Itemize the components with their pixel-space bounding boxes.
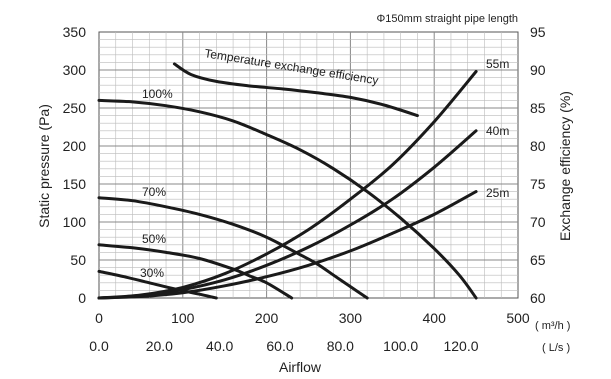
x-primary-tick-label: 100 (171, 310, 195, 326)
series-label-40m: 40m (486, 124, 509, 138)
x-secondary-tick-label: 20.0 (146, 338, 173, 354)
series-line-temperature-exchange-efficiency (172, 62, 419, 118)
series-label-25m: 25m (486, 186, 509, 200)
y-left-tick-label: 100 (63, 214, 87, 230)
pipe-length-note: Φ150mm straight pipe length (377, 13, 518, 25)
x-primary-unit: ( m³/h ) (535, 320, 570, 332)
series-label-30pct: 30% (140, 266, 164, 280)
y-left-tick-label: 250 (63, 100, 87, 116)
x-primary-tick-label: 200 (255, 310, 279, 326)
x-secondary-unit: ( L/s ) (542, 342, 570, 354)
x-secondary-tick-label: 40.0 (206, 338, 233, 354)
x-primary-tick-label: 500 (506, 310, 530, 326)
series-line-30pct (97, 269, 218, 300)
series-line-40m (97, 129, 478, 300)
series-line-50pct (97, 243, 294, 300)
x-primary-tick-label: 0 (95, 310, 103, 326)
y-left-tick-label: 150 (63, 176, 87, 192)
y-left-tick-label: 300 (63, 62, 87, 78)
x-primary-tick-label: 400 (423, 310, 447, 326)
y-right-tick-label: 65 (530, 252, 546, 268)
y-left-tick-label: 50 (70, 252, 86, 268)
y-left-tick-label: 350 (63, 24, 87, 40)
series-label-55m: 55m (486, 57, 509, 71)
series-label-50pct: 50% (142, 232, 166, 246)
x-secondary-tick-label: 80.0 (327, 338, 354, 354)
ticks: 0 50 100 150 200 250 300 350 60 65 70 75 80 85 90 95 0 10… (63, 24, 546, 354)
series-line-70pct (97, 196, 369, 300)
series-label-temperature-exchange-efficiency: Temperature exchange efficiency (204, 46, 380, 87)
series-label-100pct: 100% (142, 87, 173, 101)
y-left-axis-title: Static pressure (Pa) (36, 104, 52, 228)
series-line-25m (97, 190, 478, 300)
y-left-tick-label: 200 (63, 138, 87, 154)
y-right-tick-label: 70 (530, 214, 546, 230)
x-secondary-tick-label: 100.0 (383, 338, 418, 354)
y-right-tick-label: 60 (530, 290, 546, 306)
y-right-tick-label: 90 (530, 62, 546, 78)
y-right-tick-label: 95 (530, 24, 546, 40)
x-primary-tick-label: 300 (339, 310, 363, 326)
y-left-tick-label: 0 (78, 290, 86, 306)
series-label-70pct: 70% (142, 185, 166, 199)
y-right-tick-label: 80 (530, 138, 546, 154)
x-secondary-tick-label: 0.0 (89, 338, 109, 354)
x-axis-title: Airflow (279, 359, 322, 375)
x-secondary-tick-label: 60.0 (266, 338, 293, 354)
series-line-100pct (97, 98, 478, 300)
plot-frame (98, 31, 519, 299)
y-right-tick-label: 85 (530, 100, 546, 116)
x-secondary-tick-label: 120.0 (443, 338, 478, 354)
y-right-axis-title: Exchange efficiency (%) (557, 91, 573, 241)
y-right-tick-label: 75 (530, 176, 546, 192)
